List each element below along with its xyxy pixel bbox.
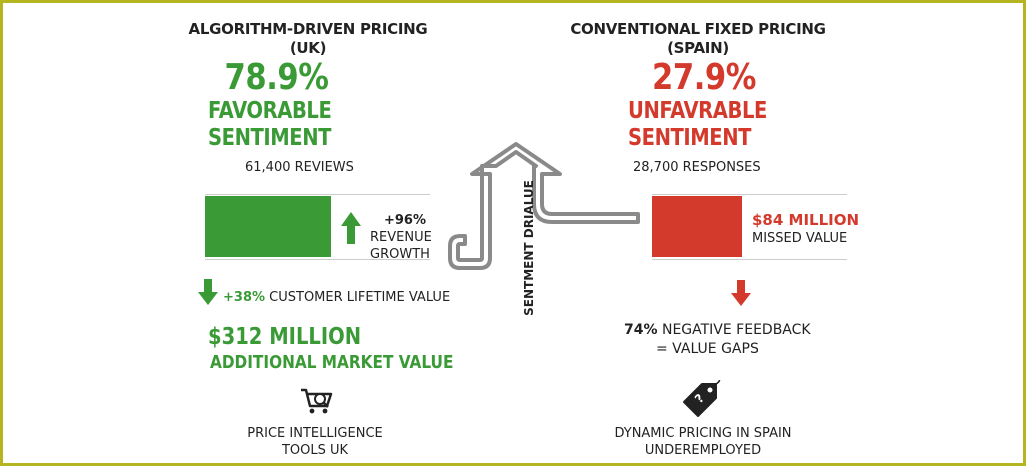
clv-line: +38% CUSTOMER LIFETIME VALUE	[223, 290, 450, 305]
unfavorable-sentiment-label: UNFAVRABLE SENTIMENT	[628, 98, 790, 152]
missed-value-label: MISSED VALUE	[752, 231, 848, 246]
right-title-line2: (SPAIN)	[667, 39, 729, 57]
right-bar-frame	[652, 194, 847, 260]
favorable-percent: 78.9%	[224, 57, 329, 98]
question-price-tag-icon: ?	[683, 380, 721, 417]
right-panel-title: CONVENTIONAL FIXED PRICING (SPAIN)	[548, 20, 848, 58]
revenue-label-1: REVENUE	[370, 230, 432, 245]
price-intelligence-caption: PRICE INTELLIGENCE TOOLS UK	[230, 425, 400, 459]
left-title-line1: ALGORITHM-DRIVEN PRICING	[188, 20, 428, 38]
negative-label: NEGATIVE FEEDBACK	[661, 322, 811, 338]
revenue-bar	[205, 196, 331, 257]
left-title-line2: (UK)	[289, 39, 327, 57]
unfavorable-line1: UNFAVRABLE	[628, 98, 767, 124]
missed-value-bar	[652, 196, 742, 257]
arrow-label-wrap: SENTMENT DRIALUE	[479, 178, 579, 318]
up-arrow-icon	[341, 212, 361, 244]
favorable-sentiment-label: FAVORABLE SENTIMENT	[208, 98, 370, 152]
left-panel-title: ALGORITHM-DRIVEN PRICING (UK)	[158, 20, 458, 58]
clv-label: CUSTOMER LIFETIME VALUE	[269, 290, 451, 305]
red-down-arrow-icon	[731, 280, 751, 306]
dynamic-pricing-caption: DYNAMIC PRICING IN SPAIN UNDEREMPLOYED	[608, 425, 798, 459]
market-value: $312 MILLION	[208, 324, 362, 350]
left-bar-frame	[205, 194, 430, 260]
negative-feedback-block: 74% NEGATIVE FEEDBACK = VALUE GAPS	[624, 321, 811, 359]
favorable-line1: FAVORABLE	[208, 98, 332, 124]
missed-value-amount: $84 MILLION	[752, 211, 860, 229]
market-value-label: ADDITIONAL MARKET VALUE	[210, 352, 454, 373]
responses-count: 28,700 RESPONSES	[633, 160, 761, 175]
favorable-line2: SENTIMENT	[208, 125, 332, 151]
missed-value-block: $84 MILLION MISSED VALUE	[752, 211, 859, 247]
revenue-label-2: GROWTH	[370, 247, 430, 262]
unfavorable-line2: SENTIMENT	[628, 125, 752, 151]
revenue-growth: +96% REVENUE GROWTH	[370, 212, 432, 263]
dynamic-label-2: UNDEREMPLOYED	[644, 443, 762, 458]
sentiment-flow-arrow	[448, 142, 640, 270]
cart-magnifier-icon	[301, 388, 333, 414]
revenue-pct: +96%	[383, 213, 426, 228]
down-arrow-icon	[198, 279, 218, 305]
right-title-line1: CONVENTIONAL FIXED PRICING	[570, 20, 826, 38]
value-gaps-label: = VALUE GAPS	[656, 341, 759, 357]
dynamic-label-1: DYNAMIC PRICING IN SPAIN	[614, 426, 792, 441]
arrow-label: SENTMENT DRIALUE	[522, 180, 537, 316]
clv-pct: +38%	[223, 290, 266, 305]
unfavorable-percent: 27.9%	[652, 57, 757, 98]
reviews-count: 61,400 REVIEWS	[245, 160, 354, 175]
negative-pct: 74%	[624, 322, 658, 338]
tool-label-1: PRICE INTELLIGENCE	[247, 426, 383, 441]
tool-label-2: TOOLS UK	[281, 443, 349, 458]
